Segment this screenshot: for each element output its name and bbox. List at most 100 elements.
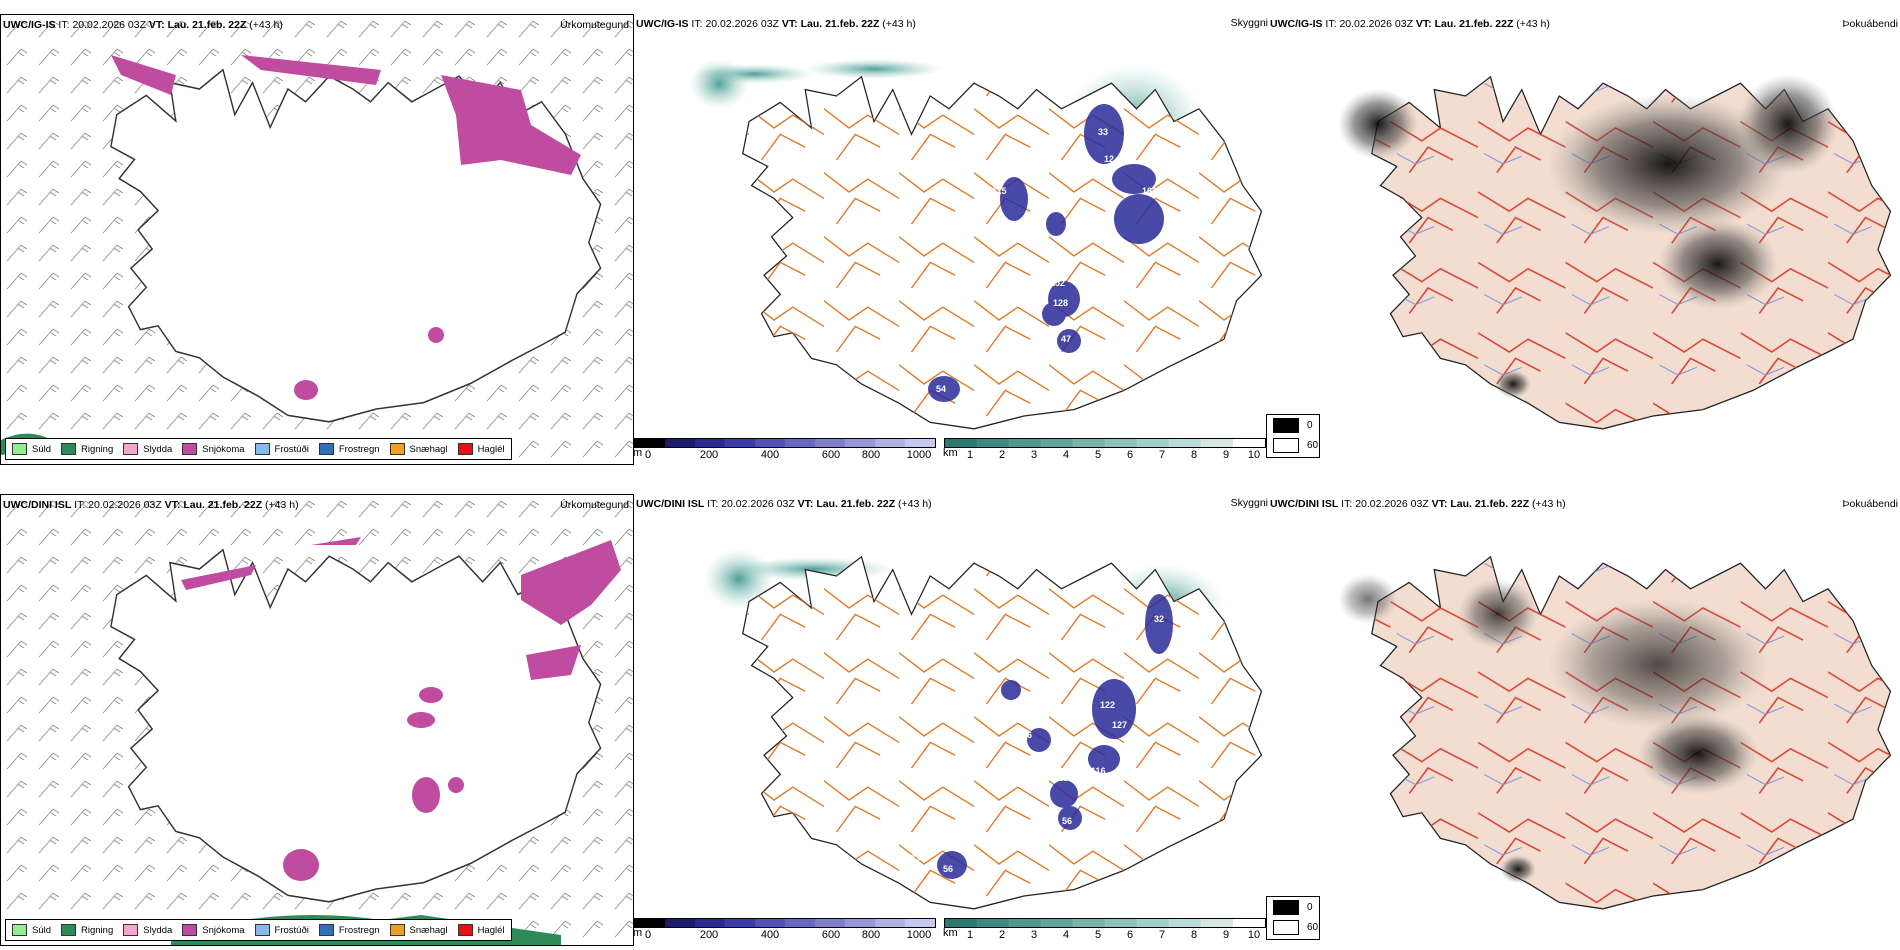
ceiling-label: 211 bbox=[1028, 711, 1043, 721]
ceiling-label: 127 bbox=[1112, 720, 1127, 730]
ceiling-label: 28 bbox=[1061, 732, 1071, 742]
precip-legend: Súld Rigning Slydda Snjókoma Frostúði Fr… bbox=[5, 438, 512, 460]
precip-type-panel-bottom: UWC/DINI ISL IT: 20.02.2026 03Z VT: Lau.… bbox=[0, 494, 634, 946]
tick-label: 0 bbox=[644, 929, 652, 941]
fog-areas bbox=[1338, 74, 1838, 398]
fog-panel-top: UWC/IG-IS IT: 20.02.2026 03Z VT: Lau. 21… bbox=[1266, 14, 1900, 465]
panel-header: UWC/DINI ISL IT: 20.02.2026 03Z VT: Lau.… bbox=[1270, 498, 1566, 510]
tick-label: 1 bbox=[966, 449, 974, 461]
legend-item: Frostregn bbox=[318, 924, 380, 936]
iceland-outline bbox=[742, 556, 1263, 910]
iceland-outline bbox=[742, 76, 1263, 430]
tick-label: 3 bbox=[1030, 929, 1038, 941]
tick-label: 0 bbox=[644, 449, 652, 461]
tick-label: 2 bbox=[998, 929, 1006, 941]
panel-title: Þokuábendi bbox=[1842, 18, 1898, 30]
tick-label: 4 bbox=[1062, 449, 1070, 461]
ceiling-label: 35 bbox=[1194, 137, 1204, 147]
tick-label: 8 bbox=[1190, 449, 1198, 461]
legend-item: Slydda bbox=[123, 443, 172, 455]
tick-label: 1000 bbox=[906, 929, 932, 941]
ceiling-label: 71 bbox=[1046, 668, 1056, 678]
ceiling-label: 12 bbox=[1104, 154, 1114, 164]
tick-label: 600 bbox=[821, 449, 841, 461]
tick-label: 10 bbox=[1247, 449, 1261, 461]
panel-header: UWC/DINI ISL IT: 20.02.2026 03Z VT: Lau.… bbox=[636, 498, 932, 510]
cloud-map-top: 59 33 12 31 35 115 161 80 152 128 47 54 bbox=[689, 58, 1263, 430]
ceiling-colorbar: 0 200 400 600 800 1000 m bbox=[633, 438, 936, 462]
fog-map-top bbox=[1338, 74, 1892, 430]
legend-item: Rigning bbox=[61, 443, 113, 455]
precip-type-map-top bbox=[1, 15, 633, 464]
legend-item: Súld bbox=[12, 924, 51, 936]
tick-label: 9 bbox=[1222, 449, 1230, 461]
tick-label: 8 bbox=[1190, 929, 1198, 941]
ceiling-label: 107 bbox=[966, 687, 981, 697]
ceiling-labels: 59 33 12 31 35 115 161 80 152 128 47 54 bbox=[771, 58, 1204, 394]
panel-title: Skyggni bbox=[1230, 17, 1268, 29]
tick-label: 600 bbox=[821, 929, 841, 941]
colorbar-unit: m bbox=[633, 447, 643, 459]
ceiling-colorbar: 0 200 400 600 800 1000 m bbox=[633, 918, 936, 942]
tick-label: 3 bbox=[1030, 449, 1038, 461]
panel-header: UWC/IG-IS IT: 20.02.2026 03Z VT: Lau. 21… bbox=[3, 19, 283, 31]
colorbar-cells bbox=[944, 918, 1266, 928]
ceiling-label: 56 bbox=[1062, 816, 1072, 826]
tick-label: 1 bbox=[966, 929, 974, 941]
tick-label: 7 bbox=[1158, 449, 1166, 461]
ceiling-label: 115 bbox=[992, 186, 1007, 196]
panel-title: Þokuábendi bbox=[1842, 498, 1898, 510]
panel-title: Úrkomutegund bbox=[560, 19, 629, 31]
tick-label: 5 bbox=[1094, 929, 1102, 941]
cloud-panel-top: 59 33 12 31 35 115 161 80 152 128 47 54 … bbox=[633, 14, 1268, 465]
snow-areas bbox=[111, 55, 581, 400]
tick-label: 800 bbox=[861, 929, 881, 941]
snow-areas bbox=[181, 537, 621, 881]
legend-item: 60 bbox=[1267, 435, 1319, 455]
tick-label: 800 bbox=[861, 449, 881, 461]
tick-label: 6 bbox=[1126, 929, 1134, 941]
ceiling-label: 47 bbox=[1061, 334, 1071, 344]
legend-item: Frostúði bbox=[254, 443, 309, 455]
panel-header: UWC/IG-IS IT: 20.02.2026 03Z VT: Lau. 21… bbox=[636, 18, 916, 30]
precip-type-panel-top: UWC/IG-IS IT: 20.02.2026 03Z VT: Lau. 21… bbox=[0, 14, 634, 465]
colorbar-unit: km bbox=[943, 927, 958, 939]
colorbar-cells bbox=[634, 918, 936, 928]
cloud-panel-bottom: 32 56 71 211 107 176 28 122 127 130 116 … bbox=[633, 494, 1268, 946]
precip-type-map-bottom bbox=[1, 495, 633, 945]
legend-item: Haglél bbox=[457, 924, 505, 936]
ceiling-label: 31 bbox=[1179, 132, 1189, 142]
tick-label: 2 bbox=[998, 449, 1006, 461]
ceiling-label: 56 bbox=[1031, 643, 1041, 653]
fog-map-bottom bbox=[1338, 556, 1892, 910]
legend-item: Rigning bbox=[61, 924, 113, 936]
legend-item: Snæhagl bbox=[389, 443, 448, 455]
legend-item: Frostúði bbox=[254, 924, 309, 936]
tick-label: 1000 bbox=[906, 449, 932, 461]
colorbar-cells bbox=[634, 438, 936, 448]
ceiling-label: 130 bbox=[1058, 773, 1073, 783]
tick-label: 400 bbox=[760, 449, 780, 461]
legend-item: 0 bbox=[1267, 897, 1319, 917]
legend-item: 0 bbox=[1267, 415, 1319, 435]
ceiling-label: 176 bbox=[1017, 730, 1032, 740]
tick-label: 9 bbox=[1222, 929, 1230, 941]
tick-label: 6 bbox=[1126, 449, 1134, 461]
colorbar-unit: km bbox=[943, 447, 958, 459]
legend-item: Slydda bbox=[123, 924, 172, 936]
cloud-map-bottom: 32 56 71 211 107 176 28 122 127 130 116 … bbox=[704, 549, 1263, 910]
ceiling-label: 80 bbox=[1120, 263, 1130, 273]
ceiling-label: 59 bbox=[771, 58, 781, 68]
tick-label: 7 bbox=[1158, 929, 1166, 941]
tick-label: 200 bbox=[699, 449, 719, 461]
ceiling-label: 32 bbox=[1154, 614, 1164, 624]
ceiling-label: 161 bbox=[1142, 186, 1157, 196]
colorbar-cells bbox=[944, 438, 1266, 448]
ceiling-labels: 32 56 71 211 107 176 28 122 127 130 116 … bbox=[910, 614, 1164, 874]
visibility-colorbar: 1 2 3 4 5 6 7 8 9 10 km bbox=[943, 438, 1266, 462]
ceiling-label: 54 bbox=[936, 384, 946, 394]
panel-title: Skyggni bbox=[1230, 497, 1268, 509]
legend-item: Snæhagl bbox=[389, 924, 448, 936]
legend-item: Snjókoma bbox=[182, 924, 245, 936]
ceiling-areas bbox=[928, 104, 1164, 402]
